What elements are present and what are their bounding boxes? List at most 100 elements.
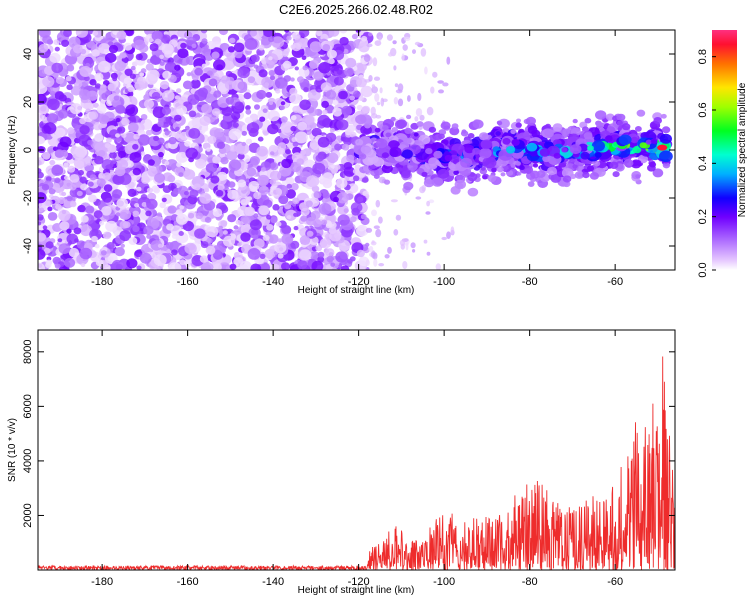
noise-blob bbox=[223, 60, 234, 71]
noise-blob bbox=[415, 196, 422, 200]
noise-blob bbox=[191, 74, 199, 81]
noise-blob bbox=[123, 77, 133, 85]
noise-blob bbox=[164, 160, 170, 166]
noise-blob bbox=[342, 143, 350, 151]
signal-halo bbox=[649, 161, 657, 168]
noise-blob bbox=[116, 159, 129, 170]
signal-halo bbox=[431, 177, 444, 187]
noise-blob bbox=[38, 93, 47, 105]
noise-blob bbox=[137, 134, 151, 146]
noise-blob bbox=[272, 187, 283, 197]
noise-blob bbox=[262, 234, 270, 241]
noise-blob bbox=[446, 56, 451, 65]
noise-blob bbox=[174, 133, 181, 139]
noise-blob bbox=[253, 191, 262, 200]
signal-halo bbox=[500, 172, 506, 177]
noise-blob bbox=[88, 111, 99, 120]
noise-blob bbox=[325, 89, 337, 100]
noise-blob bbox=[356, 77, 367, 88]
noise-blob bbox=[194, 81, 200, 87]
noise-blob bbox=[233, 42, 245, 53]
noise-blob bbox=[57, 238, 63, 243]
noise-blob bbox=[96, 178, 106, 187]
noise-blob bbox=[229, 144, 238, 152]
noise-blob bbox=[343, 166, 356, 177]
noise-blob bbox=[227, 188, 232, 194]
noise-blob bbox=[48, 188, 56, 195]
colorbar: 0.0 0.2 0.4 0.6 0.8 Normalized spectral ampl… bbox=[697, 30, 748, 278]
noise-blob bbox=[275, 88, 281, 94]
noise-blob bbox=[283, 75, 292, 82]
y-tick-label: 20 bbox=[22, 96, 34, 108]
noise-blob bbox=[305, 200, 313, 208]
signal-halo bbox=[413, 132, 419, 137]
noise-blob bbox=[414, 41, 421, 46]
signal-blob bbox=[433, 150, 443, 159]
noise-blob bbox=[240, 232, 251, 242]
noise-blob bbox=[184, 31, 193, 39]
noise-blob bbox=[236, 142, 250, 155]
noise-blob bbox=[99, 84, 107, 91]
signal-halo bbox=[453, 170, 459, 176]
noise-blob bbox=[124, 68, 133, 77]
noise-blob bbox=[180, 42, 187, 49]
noise-blob bbox=[204, 216, 212, 223]
noise-blob bbox=[107, 83, 117, 92]
colorbar-tick-label: 0.4 bbox=[697, 156, 709, 171]
noise-blob bbox=[140, 151, 146, 156]
noise-blob bbox=[101, 206, 112, 216]
signal-halo bbox=[635, 174, 641, 179]
noise-blob bbox=[270, 216, 278, 224]
noise-blob bbox=[438, 89, 444, 94]
noise-blob bbox=[93, 102, 99, 108]
noise-blob bbox=[79, 125, 90, 135]
noise-blob bbox=[317, 114, 331, 127]
x-tick-label: -140 bbox=[262, 576, 284, 588]
y-tick-label: -20 bbox=[22, 190, 34, 206]
noise-blob bbox=[132, 210, 140, 217]
noise-blob bbox=[226, 150, 238, 161]
signal-halo bbox=[454, 179, 466, 190]
noise-blob bbox=[238, 221, 244, 227]
signal-halo bbox=[545, 123, 551, 129]
noise-blob bbox=[79, 224, 93, 237]
signal-blob bbox=[401, 149, 413, 159]
noise-blob bbox=[134, 203, 140, 208]
noise-blob bbox=[402, 261, 408, 269]
noise-blob bbox=[317, 251, 325, 258]
noise-blob bbox=[256, 89, 267, 100]
noise-blob bbox=[397, 98, 404, 107]
noise-blob bbox=[52, 164, 62, 174]
noise-blob bbox=[54, 91, 65, 100]
noise-blob bbox=[268, 56, 273, 61]
noise-blob bbox=[114, 246, 125, 257]
noise-blob bbox=[428, 199, 435, 204]
noise-blob bbox=[199, 116, 211, 126]
signal-blob bbox=[583, 132, 593, 140]
noise-blob bbox=[38, 136, 46, 144]
noise-blob bbox=[229, 37, 236, 44]
noise-blob bbox=[79, 247, 93, 260]
noise-blob bbox=[201, 103, 213, 114]
snr-ticks: -180 -160 -140 -120 -100 -80 -6020004000600080… bbox=[22, 330, 675, 588]
noise-blob bbox=[47, 206, 53, 212]
noise-blob bbox=[89, 79, 97, 86]
noise-blob bbox=[228, 128, 242, 141]
signal-halo bbox=[469, 188, 477, 195]
x-tick-label: -80 bbox=[522, 276, 538, 288]
noise-blob bbox=[220, 156, 229, 165]
noise-blob bbox=[234, 252, 240, 257]
noise-blob bbox=[349, 131, 357, 138]
noise-blob bbox=[309, 41, 322, 53]
noise-blob bbox=[104, 143, 111, 149]
noise-blob bbox=[174, 64, 181, 71]
snr-xlabel: Height of straight line (km) bbox=[298, 585, 415, 596]
noise-blob bbox=[442, 82, 449, 87]
noise-blob bbox=[402, 44, 408, 51]
noise-blob bbox=[114, 60, 126, 72]
noise-blob bbox=[145, 74, 158, 85]
noise-blob bbox=[278, 195, 289, 205]
signal-halo bbox=[451, 123, 459, 129]
noise-blob bbox=[343, 208, 349, 214]
noise-blob bbox=[53, 39, 60, 46]
